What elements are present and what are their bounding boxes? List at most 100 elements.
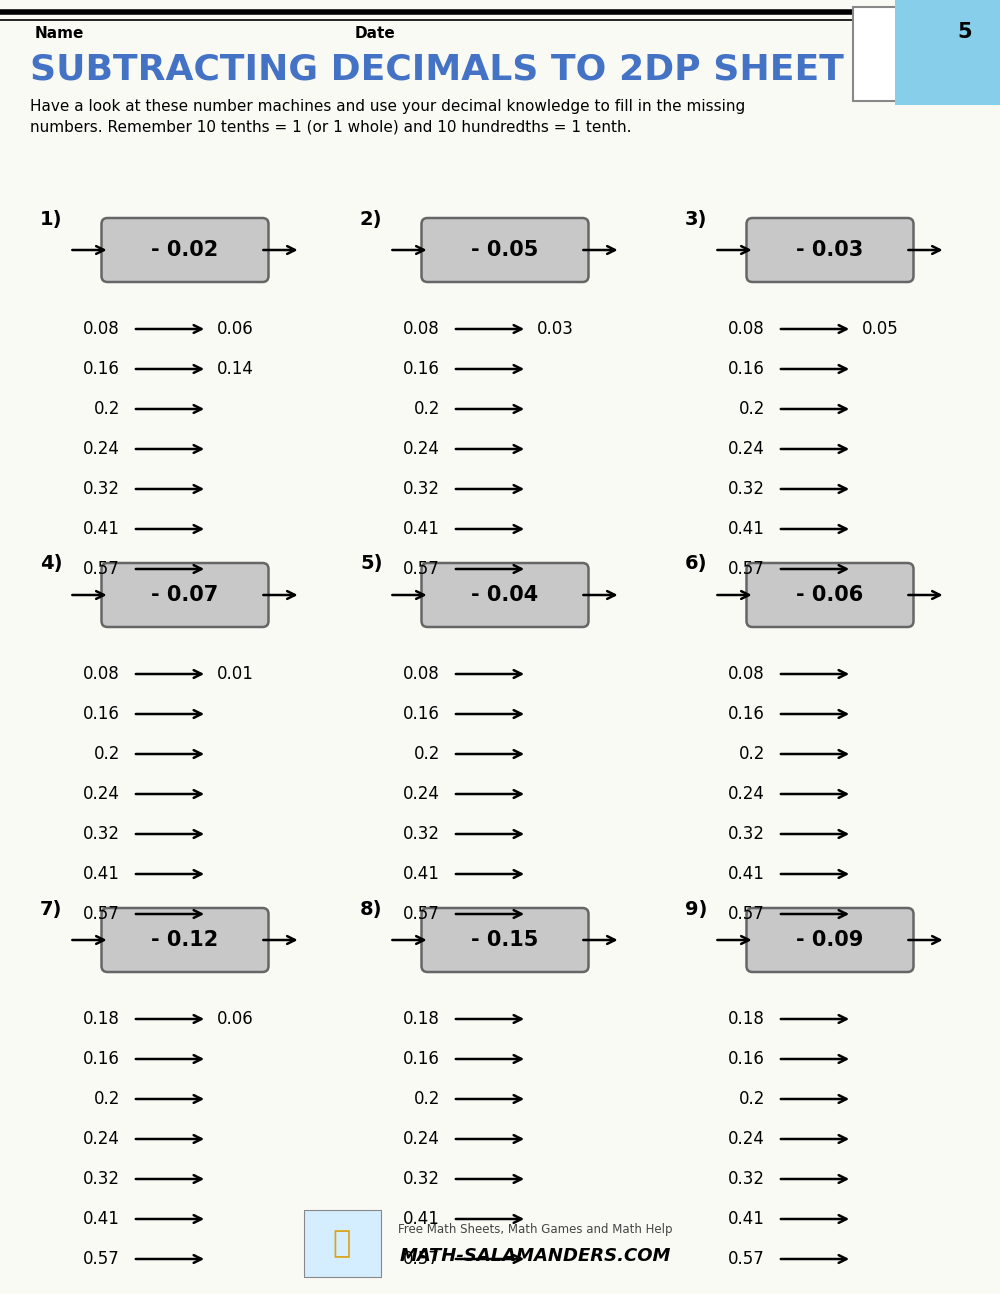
Text: 0.05: 0.05: [862, 320, 899, 338]
FancyBboxPatch shape: [853, 6, 987, 101]
Text: 3): 3): [685, 210, 707, 229]
Text: 0.2: 0.2: [94, 1090, 120, 1108]
Text: 0.16: 0.16: [403, 1049, 440, 1068]
Text: 0.32: 0.32: [728, 480, 765, 498]
FancyBboxPatch shape: [747, 217, 914, 282]
Text: 0.18: 0.18: [83, 1011, 120, 1027]
Text: 0.32: 0.32: [403, 480, 440, 498]
Text: 0.24: 0.24: [83, 1130, 120, 1148]
Text: - 0.04: - 0.04: [471, 585, 539, 606]
Text: - 0.15: - 0.15: [471, 930, 539, 950]
FancyBboxPatch shape: [422, 217, 588, 282]
Text: Have a look at these number machines and use your decimal knowledge to fill in t: Have a look at these number machines and…: [30, 98, 745, 114]
Text: Name: Name: [35, 26, 84, 41]
Text: 0.16: 0.16: [728, 1049, 765, 1068]
Text: 0.41: 0.41: [83, 520, 120, 538]
Text: 0.24: 0.24: [83, 785, 120, 804]
Text: ⚹: ⚹: [898, 47, 922, 85]
Text: 0.57: 0.57: [83, 905, 120, 923]
Text: SUBTRACTING DECIMALS TO 2DP SHEET 1: SUBTRACTING DECIMALS TO 2DP SHEET 1: [30, 52, 882, 85]
Text: - 0.09: - 0.09: [796, 930, 864, 950]
Text: 0.2: 0.2: [739, 745, 765, 763]
Text: 0.41: 0.41: [403, 864, 440, 883]
Text: 0.08: 0.08: [83, 665, 120, 683]
Text: 0.57: 0.57: [403, 905, 440, 923]
Text: 0.16: 0.16: [83, 360, 120, 378]
Text: Free Math Sheets, Math Games and Math Help: Free Math Sheets, Math Games and Math He…: [398, 1223, 672, 1236]
Text: 0.32: 0.32: [728, 826, 765, 842]
Text: 1): 1): [40, 210, 63, 229]
Text: 6): 6): [685, 555, 708, 573]
Text: 0.41: 0.41: [728, 864, 765, 883]
Text: Date: Date: [355, 26, 396, 41]
Text: 7): 7): [40, 899, 62, 919]
Text: 5): 5): [360, 555, 382, 573]
Text: 0.08: 0.08: [403, 320, 440, 338]
Text: 0.2: 0.2: [94, 400, 120, 418]
Text: 0.16: 0.16: [728, 360, 765, 378]
Text: 0.24: 0.24: [728, 440, 765, 458]
Text: - 0.12: - 0.12: [151, 930, 219, 950]
Text: - 0.02: - 0.02: [151, 239, 219, 260]
Text: 0.03: 0.03: [537, 320, 574, 338]
Text: - 0.07: - 0.07: [151, 585, 219, 606]
Text: 0.41: 0.41: [83, 1210, 120, 1228]
Text: 0.2: 0.2: [739, 1090, 765, 1108]
FancyBboxPatch shape: [747, 908, 914, 972]
Text: 0.16: 0.16: [83, 1049, 120, 1068]
FancyBboxPatch shape: [422, 563, 588, 628]
FancyBboxPatch shape: [422, 908, 588, 972]
Text: 0.32: 0.32: [728, 1170, 765, 1188]
Text: - 0.03: - 0.03: [796, 239, 864, 260]
Text: 0.41: 0.41: [728, 520, 765, 538]
Text: 0.24: 0.24: [728, 785, 765, 804]
Text: 0.14: 0.14: [217, 360, 254, 378]
Text: 0.57: 0.57: [728, 905, 765, 923]
FancyBboxPatch shape: [747, 563, 914, 628]
Text: 2): 2): [360, 210, 382, 229]
Text: 0.41: 0.41: [403, 1210, 440, 1228]
Text: - 0.06: - 0.06: [796, 585, 864, 606]
Text: 0.16: 0.16: [83, 705, 120, 723]
Text: 0.41: 0.41: [83, 864, 120, 883]
Text: 0.01: 0.01: [217, 665, 254, 683]
Text: 0.16: 0.16: [403, 705, 440, 723]
Text: 0.24: 0.24: [403, 1130, 440, 1148]
Text: 9): 9): [685, 899, 707, 919]
Text: 0.57: 0.57: [728, 560, 765, 578]
FancyBboxPatch shape: [304, 1210, 381, 1277]
Text: 0.18: 0.18: [403, 1011, 440, 1027]
Text: 4): 4): [40, 555, 63, 573]
Text: 0.2: 0.2: [94, 745, 120, 763]
Text: 0.32: 0.32: [83, 1170, 120, 1188]
Text: 0.57: 0.57: [403, 560, 440, 578]
Text: 0.18: 0.18: [728, 1011, 765, 1027]
Text: 0.41: 0.41: [403, 520, 440, 538]
Text: 5: 5: [958, 22, 972, 41]
Text: 0.2: 0.2: [414, 745, 440, 763]
Text: - 0.05: - 0.05: [471, 239, 539, 260]
Text: 0.57: 0.57: [728, 1250, 765, 1268]
Text: 0.24: 0.24: [728, 1130, 765, 1148]
Text: 0.57: 0.57: [83, 560, 120, 578]
Text: 0.57: 0.57: [403, 1250, 440, 1268]
Text: 0.08: 0.08: [728, 665, 765, 683]
Text: 0.57: 0.57: [83, 1250, 120, 1268]
Text: 0.08: 0.08: [403, 665, 440, 683]
Text: 0.32: 0.32: [83, 480, 120, 498]
Text: numbers. Remember 10 tenths = 1 (or 1 whole) and 10 hundredths = 1 tenth.: numbers. Remember 10 tenths = 1 (or 1 wh…: [30, 119, 632, 135]
Text: 0.32: 0.32: [403, 1170, 440, 1188]
Text: 0.2: 0.2: [414, 1090, 440, 1108]
Text: 0.24: 0.24: [83, 440, 120, 458]
Text: 0.16: 0.16: [728, 705, 765, 723]
Text: ⚹: ⚹: [333, 1229, 351, 1259]
Text: MATH-SALAMANDERS.COM: MATH-SALAMANDERS.COM: [399, 1247, 671, 1266]
Text: 0.08: 0.08: [83, 320, 120, 338]
Text: 8): 8): [360, 899, 382, 919]
FancyBboxPatch shape: [102, 908, 268, 972]
FancyBboxPatch shape: [102, 217, 268, 282]
Text: 0.06: 0.06: [217, 1011, 254, 1027]
Text: 0.41: 0.41: [728, 1210, 765, 1228]
Text: 0.08: 0.08: [728, 320, 765, 338]
Text: 0.2: 0.2: [739, 400, 765, 418]
